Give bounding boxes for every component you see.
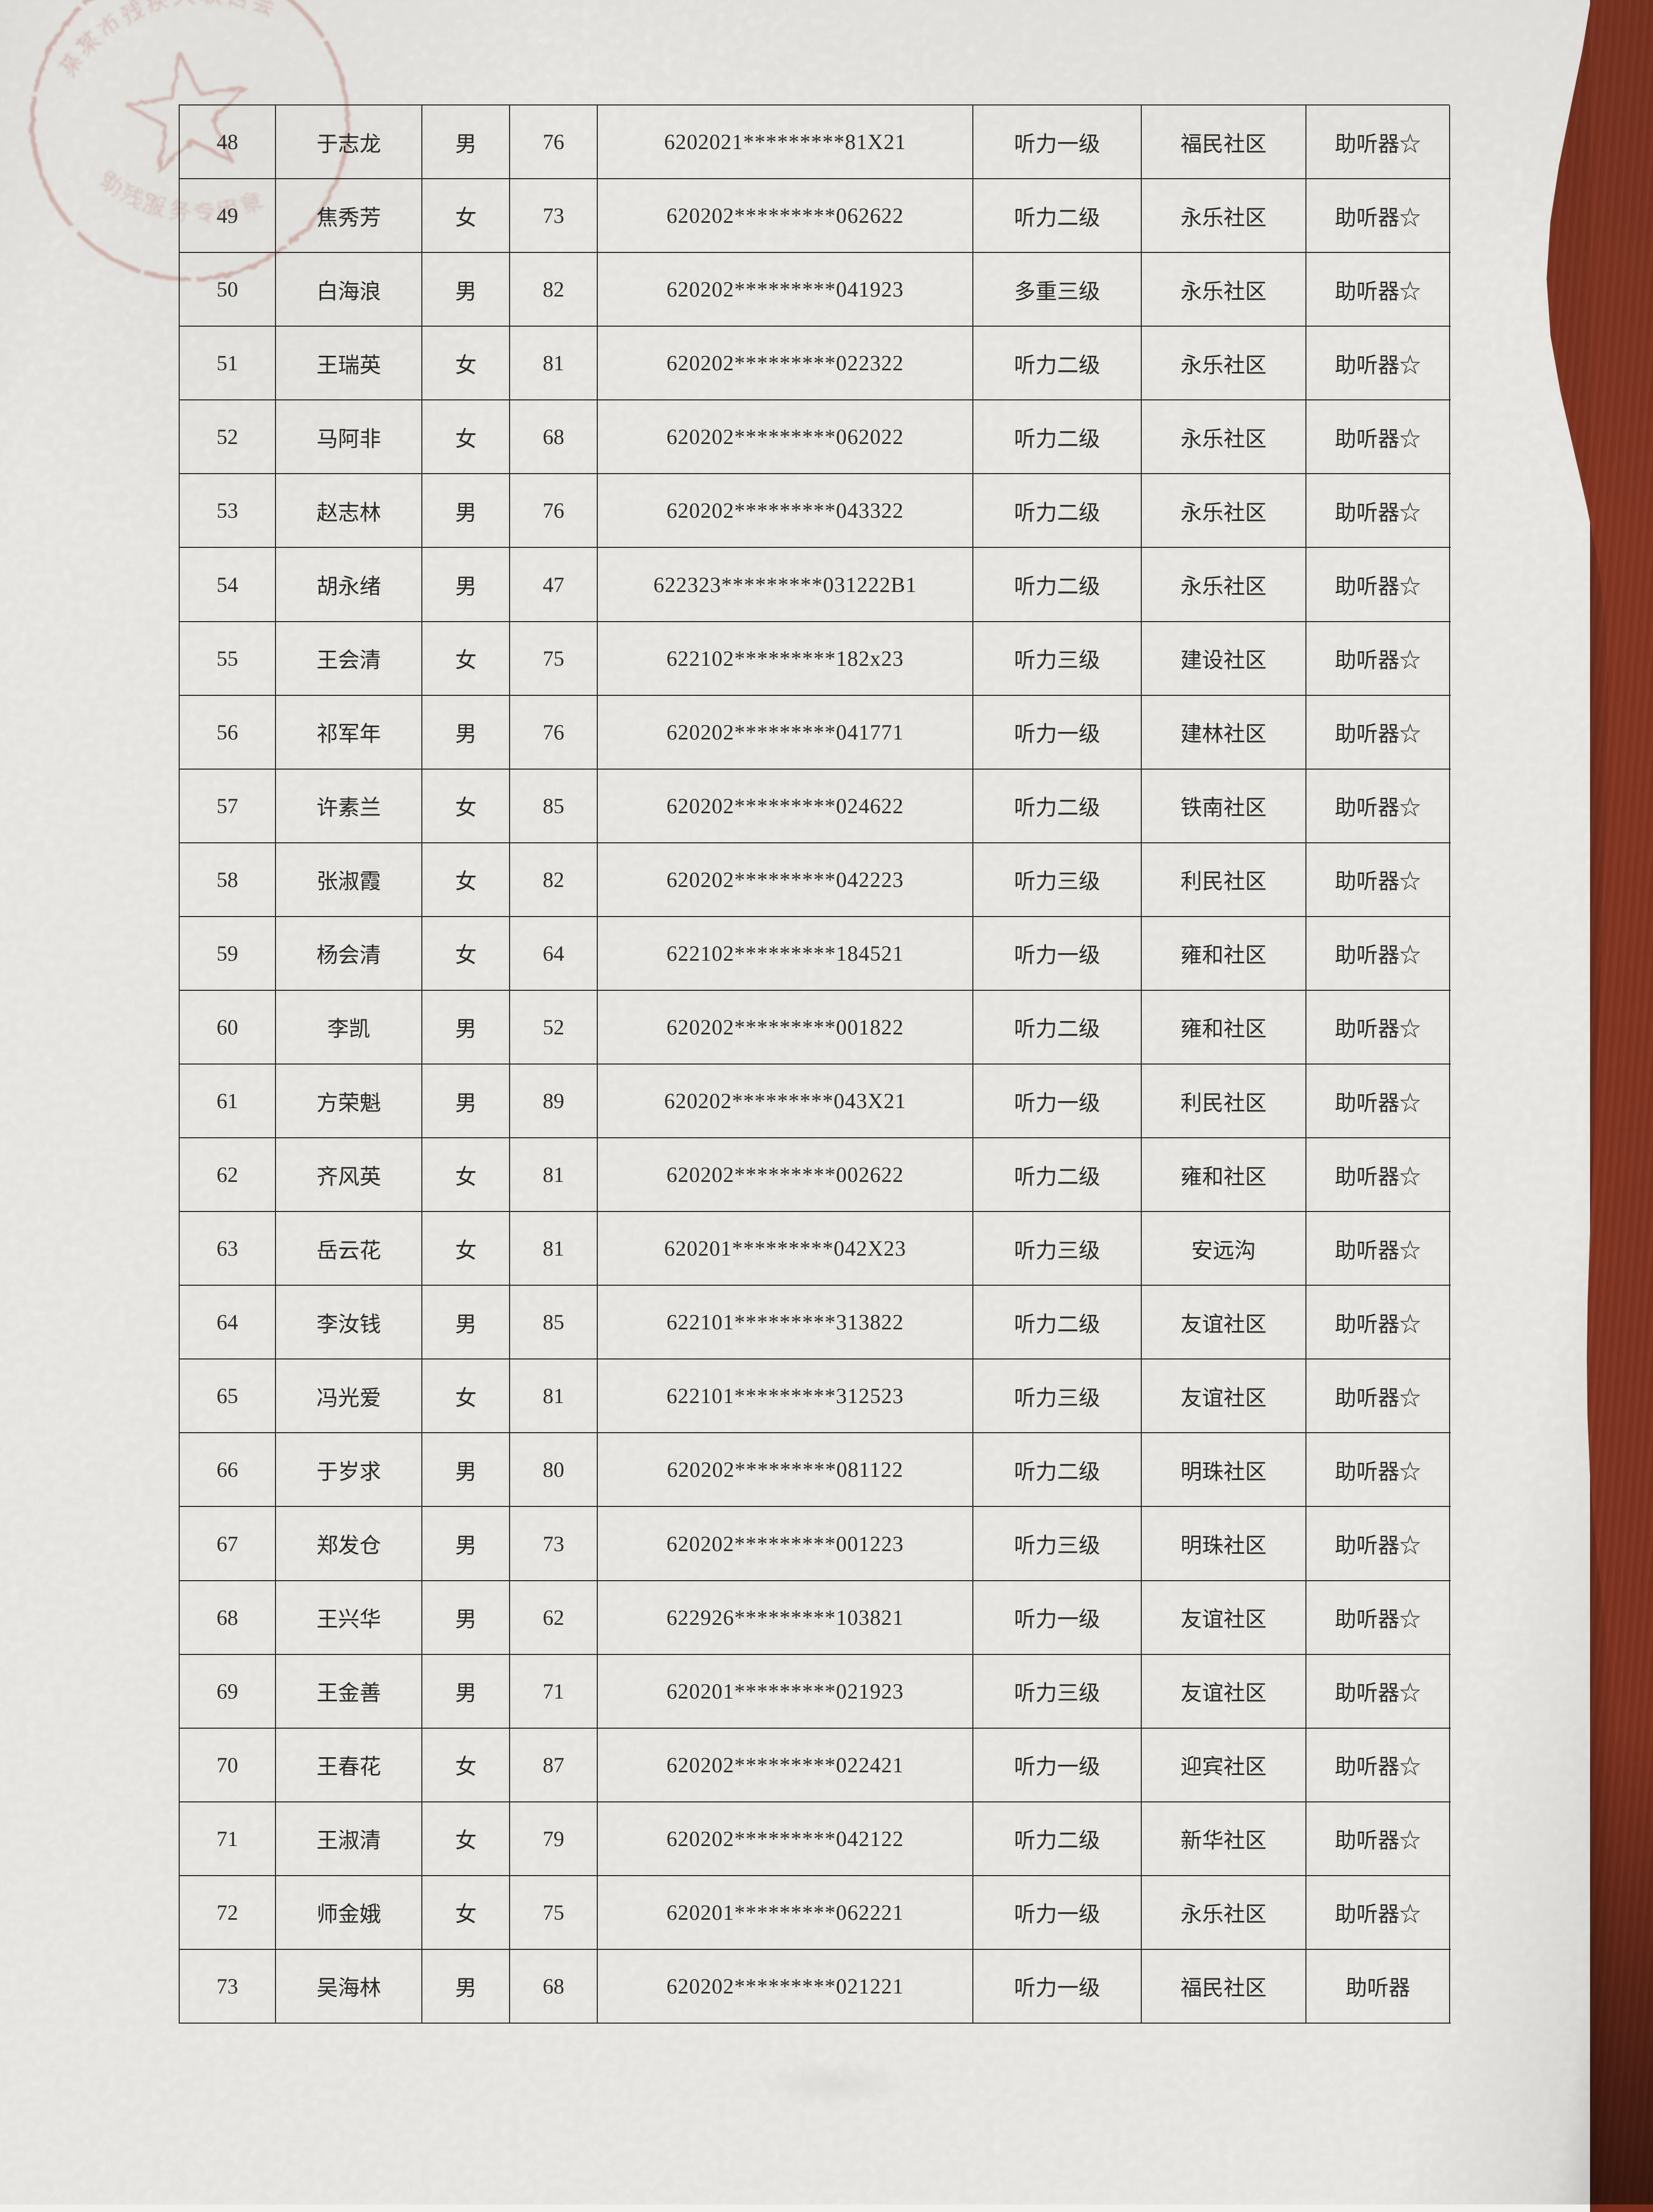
svg-text:某某市残疾人联合会: 某某市残疾人联合会: [54, 0, 282, 81]
